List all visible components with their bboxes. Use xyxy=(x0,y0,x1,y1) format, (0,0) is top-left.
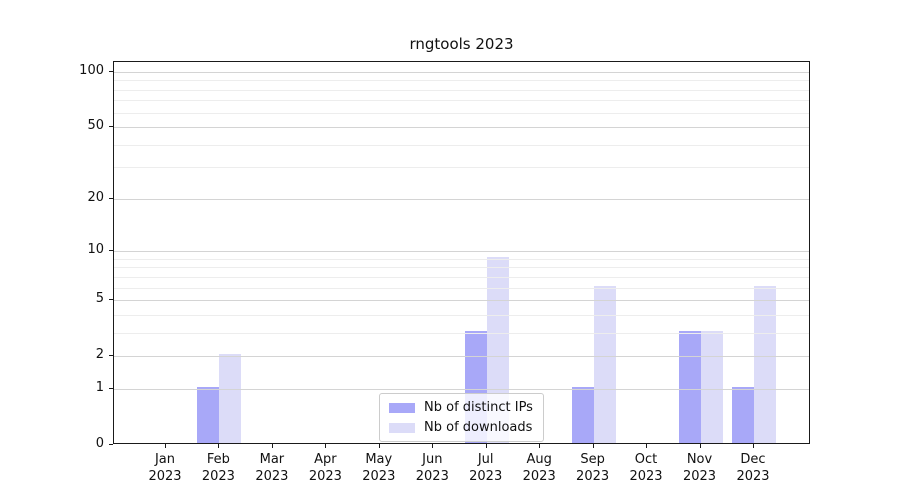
gridline-10 xyxy=(114,251,809,253)
x-tick-mar xyxy=(271,444,273,448)
chart-title: rngtools 2023 xyxy=(409,35,514,53)
y-tick-label-5: 5 xyxy=(95,291,104,307)
gridline-1 xyxy=(114,388,809,390)
y-tick-5 xyxy=(109,299,113,301)
gridline-80 xyxy=(114,89,809,91)
gridline-90 xyxy=(114,80,809,82)
gridline-100 xyxy=(114,71,809,73)
x-tick-may xyxy=(378,444,380,448)
y-tick-label-2: 2 xyxy=(95,347,104,363)
legend-label-downloads: Nb of downloads xyxy=(424,420,533,435)
bar-dec-downloads xyxy=(753,285,776,443)
legend: Nb of distinct IPs Nb of downloads xyxy=(379,393,544,442)
x-tick-jul xyxy=(485,444,487,448)
gridline-5 xyxy=(114,300,809,302)
x-tick-dec xyxy=(753,444,754,448)
gridline-70 xyxy=(114,100,809,102)
gridline-20 xyxy=(114,198,809,200)
gridline-6 xyxy=(114,287,809,289)
bar-sep-downloads xyxy=(593,285,616,443)
y-tick-label-20: 20 xyxy=(87,189,104,205)
gridline-40 xyxy=(114,144,809,146)
x-tick-label-jul: Jul 2023 xyxy=(469,452,503,484)
x-tick-jun xyxy=(432,444,434,448)
x-tick-aug xyxy=(539,444,541,448)
legend-item-downloads: Nb of downloads xyxy=(389,420,533,435)
y-tick-label-0: 0 xyxy=(95,436,104,451)
bar-nov-distinct-ips xyxy=(678,330,701,443)
y-tick-label-50: 50 xyxy=(87,118,104,133)
bar-feb-downloads xyxy=(219,354,242,443)
y-tick-50 xyxy=(109,126,113,127)
y-tick-label-1: 1 xyxy=(95,379,104,395)
legend-label-distinct-ips: Nb of distinct IPs xyxy=(424,400,533,415)
gridline-7 xyxy=(114,276,809,278)
y-tick-1 xyxy=(109,387,113,389)
x-tick-nov xyxy=(699,444,701,448)
gridline-2 xyxy=(114,356,809,358)
x-tick-label-oct: Oct 2023 xyxy=(629,452,663,484)
x-tick-feb xyxy=(218,444,220,448)
legend-item-distinct-ips: Nb of distinct IPs xyxy=(389,400,533,415)
legend-swatch-distinct-ips xyxy=(389,402,415,413)
x-tick-label-mar: Mar 2023 xyxy=(255,452,289,484)
y-tick-100 xyxy=(109,70,113,72)
x-tick-sep xyxy=(592,444,594,448)
gridline-4 xyxy=(114,314,809,316)
gridline-50 xyxy=(114,127,809,128)
y-tick-label-10: 10 xyxy=(87,242,104,258)
gridline-30 xyxy=(114,167,809,169)
x-tick-label-dec: Dec 2023 xyxy=(736,452,770,484)
x-tick-label-apr: Apr 2023 xyxy=(308,452,342,484)
x-tick-label-jan: Jan 2023 xyxy=(148,452,182,484)
x-tick-label-feb: Feb 2023 xyxy=(201,452,235,484)
gridline-8 xyxy=(114,267,809,269)
bar-feb-distinct-ips xyxy=(197,386,220,443)
x-tick-label-may: May 2023 xyxy=(362,452,396,484)
y-tick-label-100: 100 xyxy=(79,62,104,78)
bar-sep-distinct-ips xyxy=(571,386,594,443)
y-tick-2 xyxy=(109,355,113,357)
plot-area: Nb of distinct IPs Nb of downloads xyxy=(113,61,810,444)
x-tick-label-jun: Jun 2023 xyxy=(415,452,449,484)
x-tick-label-sep: Sep 2023 xyxy=(576,452,610,484)
gridline-3 xyxy=(114,332,809,334)
y-tick-10 xyxy=(109,250,113,252)
x-tick-apr xyxy=(325,444,327,448)
bar-dec-distinct-ips xyxy=(731,386,754,443)
x-tick-oct xyxy=(646,444,647,448)
x-tick-jan xyxy=(165,444,166,448)
y-tick-0 xyxy=(109,444,113,445)
bar-nov-downloads xyxy=(700,330,723,443)
legend-swatch-downloads xyxy=(389,422,415,433)
x-tick-label-nov: Nov 2023 xyxy=(682,452,717,484)
gridline-9 xyxy=(114,258,809,260)
x-tick-label-aug: Aug 2023 xyxy=(522,452,556,484)
gridline-60 xyxy=(114,112,809,114)
y-tick-20 xyxy=(109,197,113,199)
